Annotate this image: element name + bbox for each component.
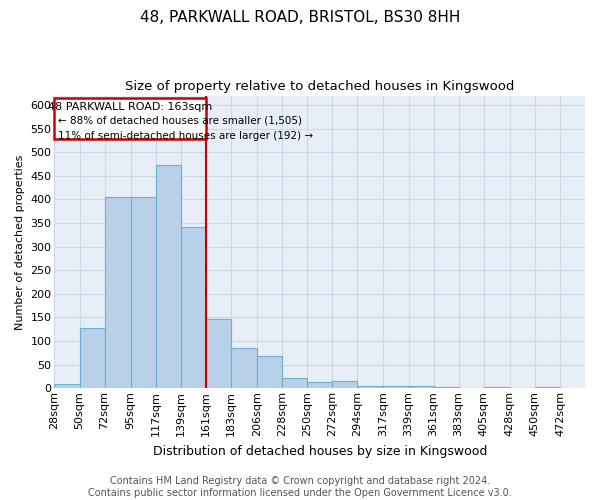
Bar: [409, 386, 434, 388]
Title: Size of property relative to detached houses in Kingswood: Size of property relative to detached ho…: [125, 80, 514, 93]
Bar: [131, 197, 156, 388]
Text: 48 PARKWALL ROAD: 163sqm: 48 PARKWALL ROAD: 163sqm: [48, 102, 212, 112]
Bar: [282, 378, 307, 388]
FancyBboxPatch shape: [55, 98, 206, 140]
Text: ← 88% of detached houses are smaller (1,505): ← 88% of detached houses are smaller (1,…: [58, 116, 302, 126]
Bar: [80, 328, 104, 388]
Bar: [383, 386, 409, 388]
Bar: [206, 319, 231, 388]
Text: Contains HM Land Registry data © Crown copyright and database right 2024.
Contai: Contains HM Land Registry data © Crown c…: [88, 476, 512, 498]
Bar: [181, 228, 206, 388]
Bar: [332, 381, 357, 388]
Bar: [55, 384, 80, 388]
Bar: [231, 348, 257, 389]
Y-axis label: Number of detached properties: Number of detached properties: [15, 154, 25, 330]
Text: 11% of semi-detached houses are larger (192) →: 11% of semi-detached houses are larger (…: [58, 130, 313, 140]
Bar: [357, 386, 383, 388]
Bar: [307, 382, 332, 388]
Bar: [104, 197, 131, 388]
Bar: [257, 356, 282, 388]
Bar: [156, 165, 181, 388]
Text: 48, PARKWALL ROAD, BRISTOL, BS30 8HH: 48, PARKWALL ROAD, BRISTOL, BS30 8HH: [140, 10, 460, 25]
X-axis label: Distribution of detached houses by size in Kingswood: Distribution of detached houses by size …: [152, 444, 487, 458]
